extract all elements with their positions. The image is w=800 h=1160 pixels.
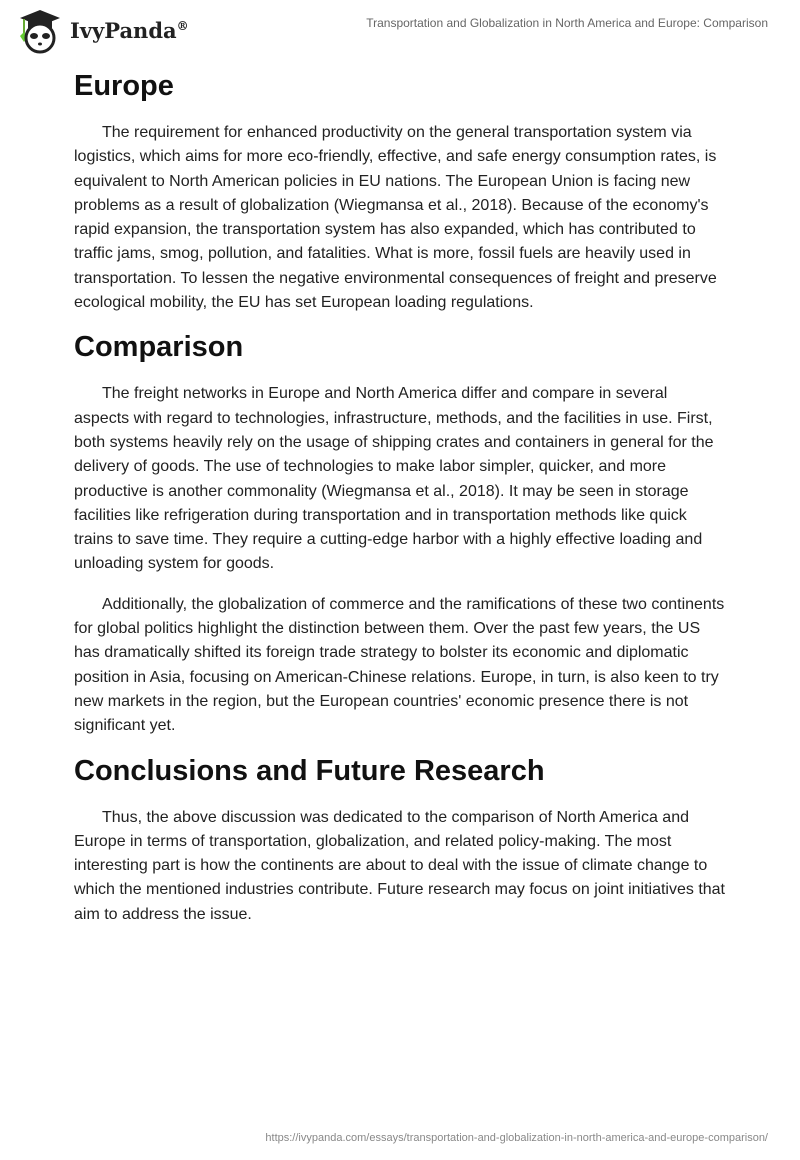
paragraph: The requirement for enhanced productivit… [74, 124, 717, 312]
article-body: Europe The requirement for enhanced prod… [74, 70, 726, 943]
document-title: Transportation and Globalization in Nort… [366, 16, 768, 30]
paragraph: Additionally, the globalization of comme… [74, 595, 725, 735]
registered-mark: ® [176, 18, 189, 33]
section-heading: Conclusions and Future Research [74, 754, 545, 787]
section-conclusions: Conclusions and Future Research Thus, th… [74, 755, 726, 927]
brand-name: IvyPanda® [70, 18, 189, 43]
panda-logo-icon [20, 10, 60, 54]
section-europe: Europe The requirement for enhanced prod… [74, 70, 726, 315]
paragraph: The freight networks in Europe and North… [74, 385, 714, 573]
brand-text: IvyPanda [70, 17, 177, 43]
logo[interactable]: IvyPanda® [16, 6, 189, 54]
section-comparison: Comparison The freight networks in Europ… [74, 331, 726, 738]
paragraph: Thus, the above discussion was dedicated… [74, 808, 725, 923]
source-url[interactable]: https://ivypanda.com/essays/transportati… [265, 1132, 768, 1144]
section-heading: Comparison [74, 331, 244, 364]
section-heading: Europe [74, 70, 174, 102]
